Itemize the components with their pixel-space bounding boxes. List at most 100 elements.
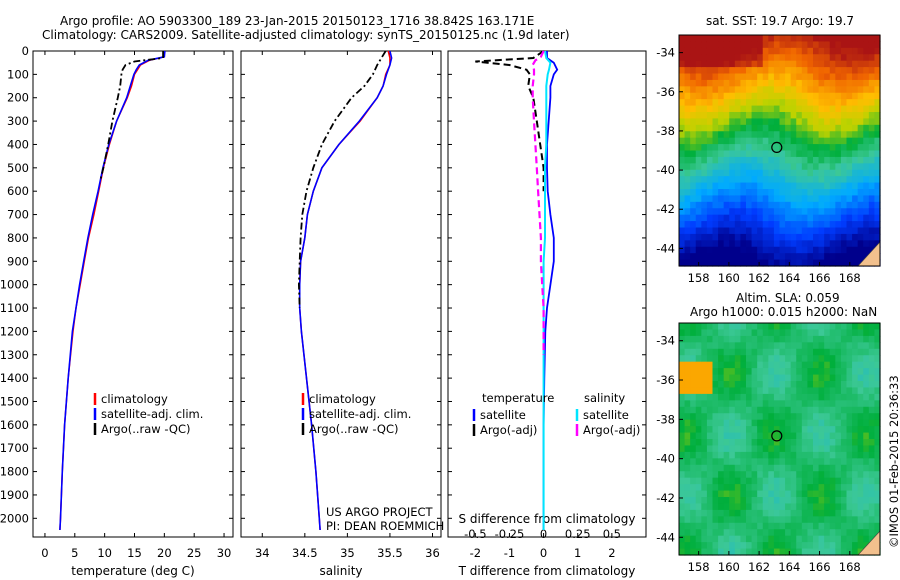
sla-cell xyxy=(785,329,792,337)
sst-cell xyxy=(718,163,725,171)
sst-cell xyxy=(773,253,781,261)
sst-cell xyxy=(846,169,853,177)
sla-cell xyxy=(852,432,859,440)
sla-cell xyxy=(874,355,881,363)
sst-cell xyxy=(807,105,814,113)
sla-cell xyxy=(829,503,836,511)
sst-cell xyxy=(690,131,697,139)
sst-cell xyxy=(840,131,848,139)
sst-cell xyxy=(701,259,708,267)
sla-cell xyxy=(757,381,764,389)
sla-cell xyxy=(857,445,864,453)
sla-cell xyxy=(868,490,876,498)
sst-cell xyxy=(796,112,803,120)
sla-cell xyxy=(863,342,870,350)
sst-cell xyxy=(768,150,775,158)
sst-cell xyxy=(818,73,825,81)
sla-cell xyxy=(796,516,803,524)
sla-cell xyxy=(868,355,876,363)
sst-cell xyxy=(734,35,742,43)
sla-cell xyxy=(857,535,864,543)
sst-cell xyxy=(729,176,736,184)
sla-cell xyxy=(740,445,747,453)
sla-ytick-label: -36 xyxy=(656,373,675,387)
sst-cell xyxy=(768,195,775,203)
sla-cell xyxy=(773,516,781,524)
sla-cell xyxy=(701,509,708,517)
sla-cell xyxy=(679,548,686,556)
sst-cell xyxy=(768,131,775,139)
sst-cell xyxy=(718,201,725,209)
sst-cell xyxy=(740,214,747,222)
sst-cell xyxy=(846,227,853,235)
sst-cell xyxy=(684,124,691,132)
sst-cell xyxy=(868,201,876,209)
sst-cell xyxy=(863,195,870,203)
sst-cell xyxy=(807,189,814,197)
sst-cell xyxy=(796,259,803,267)
sla-cell xyxy=(734,484,742,492)
sla-cell xyxy=(840,361,848,369)
sst-cell xyxy=(734,92,742,100)
sst-cell xyxy=(852,131,859,139)
sst-cell xyxy=(723,227,730,235)
sst-cell xyxy=(824,35,831,43)
sla-cell xyxy=(729,393,736,401)
sla-cell xyxy=(874,329,881,337)
sst-cell xyxy=(813,105,820,113)
sla-cell xyxy=(829,439,836,447)
sla-cell xyxy=(863,355,870,363)
legend-label: satellite xyxy=(583,408,629,422)
sst-cell xyxy=(746,92,753,100)
sla-cell xyxy=(796,348,803,356)
sst-cell xyxy=(712,240,719,248)
sst-cell xyxy=(762,150,769,158)
sst-cell xyxy=(729,131,736,139)
sst-cell xyxy=(768,47,775,55)
sst-argo-marker xyxy=(771,141,783,154)
sst-cell xyxy=(779,60,786,68)
sla-cell xyxy=(712,477,719,485)
sla-cell xyxy=(863,445,870,453)
sst-cell xyxy=(779,73,786,81)
sst-cell xyxy=(868,35,876,43)
sst-cell xyxy=(813,99,820,107)
sla-cell xyxy=(695,439,702,447)
sla-cell xyxy=(679,503,686,511)
sst-cell xyxy=(796,182,803,190)
sst-cell xyxy=(679,221,686,229)
sla-cell xyxy=(835,413,842,421)
sla-cell xyxy=(773,335,781,343)
sst-cell xyxy=(712,41,719,49)
sst-cell xyxy=(801,118,809,126)
sst-cell xyxy=(773,67,781,75)
sst-cell xyxy=(824,189,831,197)
sst-cell xyxy=(718,195,725,203)
sla-cell xyxy=(751,426,758,434)
sst-cell xyxy=(695,105,702,113)
sst-cell xyxy=(829,99,836,107)
sla-cell xyxy=(690,342,697,350)
sla-cell xyxy=(863,516,870,524)
sst-cell xyxy=(734,169,742,177)
sla-cell xyxy=(718,477,725,485)
sst-cell xyxy=(785,47,792,55)
sla-cell xyxy=(790,477,797,485)
project-annotation: PI: DEAN ROEMMICH xyxy=(326,519,444,533)
sst-cell xyxy=(846,86,853,94)
sst-cell xyxy=(740,201,747,209)
sla-cell xyxy=(852,323,859,331)
sla-cell xyxy=(773,522,781,530)
sst-cell xyxy=(690,112,697,120)
sla-cell xyxy=(863,387,870,395)
sla-cell xyxy=(874,484,881,492)
sla-cell xyxy=(824,477,831,485)
sla-cell xyxy=(829,490,836,498)
sla-cell xyxy=(679,458,686,466)
sla-cell xyxy=(690,387,697,395)
sst-cell xyxy=(857,137,864,145)
sst-cell xyxy=(790,86,797,94)
sla-cell xyxy=(807,329,814,337)
sla-cell xyxy=(773,387,781,395)
sla-cell xyxy=(813,387,820,395)
